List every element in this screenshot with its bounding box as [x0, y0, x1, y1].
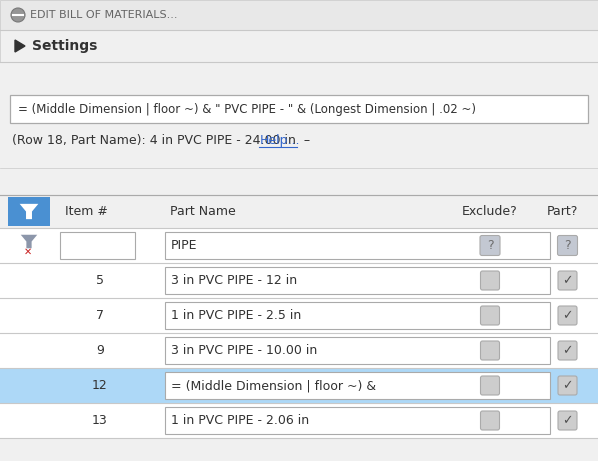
Polygon shape [21, 235, 37, 248]
Bar [0, 228, 598, 263]
Text: 5: 5 [96, 274, 104, 287]
Bar [0, 0, 598, 30]
Bar [165, 372, 550, 399]
FancyBboxPatch shape [558, 376, 577, 395]
Text: Exclude?: Exclude? [462, 205, 518, 218]
FancyBboxPatch shape [480, 236, 500, 255]
Text: Item #: Item # [65, 205, 108, 218]
Text: = (Middle Dimension | floor ~) &: = (Middle Dimension | floor ~) & [171, 379, 376, 392]
Bar [0, 333, 598, 368]
Bar [10, 95, 588, 123]
Text: ✓: ✓ [562, 414, 573, 427]
Text: ?: ? [487, 239, 493, 252]
Text: ?: ? [564, 239, 571, 252]
Text: Settings: Settings [32, 39, 97, 53]
FancyBboxPatch shape [558, 341, 577, 360]
Bar [0, 298, 598, 333]
Text: ✓: ✓ [562, 274, 573, 287]
Bar [0, 263, 598, 298]
Text: 9: 9 [96, 344, 104, 357]
FancyBboxPatch shape [558, 271, 577, 290]
Bar [165, 337, 550, 364]
Text: Part?: Part? [547, 205, 578, 218]
FancyBboxPatch shape [481, 376, 499, 395]
Bar [165, 302, 550, 329]
FancyBboxPatch shape [481, 411, 499, 430]
Text: EDIT BILL OF MATERIALS...: EDIT BILL OF MATERIALS... [30, 10, 178, 20]
Bar [0, 403, 598, 438]
FancyBboxPatch shape [558, 411, 577, 430]
Bar [8, 197, 50, 226]
Text: 1 in PVC PIPE - 2.5 in: 1 in PVC PIPE - 2.5 in [171, 309, 301, 322]
Bar [0, 368, 598, 403]
FancyBboxPatch shape [558, 306, 577, 325]
Text: 13: 13 [92, 414, 108, 427]
Bar [60, 232, 135, 259]
Bar [0, 195, 598, 228]
Bar [0, 30, 598, 62]
Text: Help...: Help... [260, 134, 300, 147]
Text: PIPE: PIPE [171, 239, 197, 252]
Text: 7: 7 [96, 309, 104, 322]
Bar [165, 267, 550, 294]
Text: ✓: ✓ [562, 379, 573, 392]
Text: ✓: ✓ [562, 344, 573, 357]
FancyBboxPatch shape [481, 341, 499, 360]
Text: ✕: ✕ [24, 247, 32, 256]
FancyBboxPatch shape [481, 271, 499, 290]
Text: ✓: ✓ [562, 309, 573, 322]
Bar [165, 407, 550, 434]
Bar [165, 232, 550, 259]
Polygon shape [15, 40, 25, 52]
Text: 1 in PVC PIPE - 2.06 in: 1 in PVC PIPE - 2.06 in [171, 414, 309, 427]
FancyBboxPatch shape [557, 236, 578, 255]
Polygon shape [20, 204, 38, 219]
Text: = (Middle Dimension | floor ~) & " PVC PIPE - " & (Longest Dimension | .02 ~): = (Middle Dimension | floor ~) & " PVC P… [18, 102, 476, 116]
Text: 12: 12 [92, 379, 108, 392]
Circle shape [11, 8, 25, 22]
Text: Part Name: Part Name [170, 205, 236, 218]
Text: 3 in PVC PIPE - 12 in: 3 in PVC PIPE - 12 in [171, 274, 297, 287]
Text: 3 in PVC PIPE - 10.00 in: 3 in PVC PIPE - 10.00 in [171, 344, 318, 357]
FancyBboxPatch shape [481, 306, 499, 325]
Text: (Row 18, Part Name): 4 in PVC PIPE - 24.00 in  –: (Row 18, Part Name): 4 in PVC PIPE - 24.… [12, 134, 314, 147]
